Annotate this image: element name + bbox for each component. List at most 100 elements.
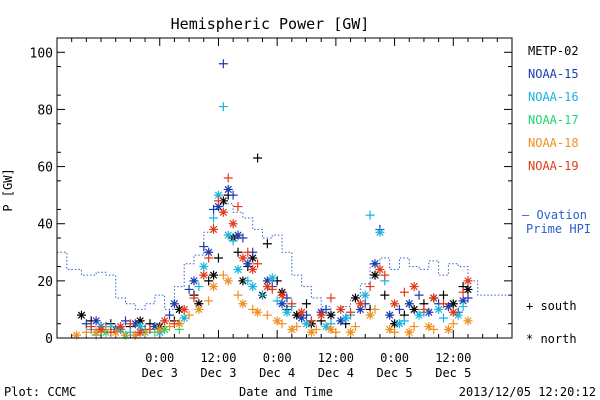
x-tick-date-label: Dec 4: [259, 366, 295, 380]
plot-frame: [56, 37, 513, 339]
north-marker: [194, 304, 204, 314]
south-marker: [458, 302, 468, 312]
south-marker: [292, 322, 302, 332]
south-marker: [238, 233, 248, 243]
north-marker: [116, 322, 126, 332]
south-marker: [199, 242, 209, 252]
north-marker: [404, 299, 414, 309]
north-marker: [262, 282, 272, 292]
north-marker: [199, 270, 209, 280]
south-marker-legend: + south: [526, 299, 577, 313]
north-marker: [209, 224, 219, 234]
north-marker: [463, 284, 473, 294]
south-marker: [213, 196, 223, 206]
south-marker: [429, 324, 439, 334]
south-marker: [106, 327, 116, 337]
south-marker: [120, 316, 130, 326]
north-marker: [297, 307, 307, 317]
south-marker: [302, 310, 312, 320]
north-marker: [370, 259, 380, 269]
north-marker: [409, 282, 419, 292]
north-marker-legend: * north: [526, 332, 577, 346]
south-marker: [248, 304, 258, 314]
north-marker: [297, 313, 307, 323]
south-marker: [311, 324, 321, 334]
north-marker: [213, 202, 223, 212]
south-marker: [390, 327, 400, 337]
south-marker: [439, 313, 449, 323]
south-marker: [125, 327, 135, 337]
north-marker: [204, 247, 214, 257]
legend-entry: NOAA-19: [528, 159, 579, 173]
south-marker: [380, 270, 390, 280]
north-marker: [96, 324, 106, 334]
north-marker: [218, 196, 228, 206]
north-marker: [443, 302, 453, 312]
south-marker: [189, 293, 199, 303]
north-marker: [233, 264, 243, 274]
chart-title: Hemispheric Power [GW]: [171, 15, 370, 33]
north-marker: [453, 310, 463, 320]
y-tick-label: 80: [37, 103, 53, 118]
north-marker: [316, 310, 326, 320]
north-marker: [292, 310, 302, 320]
north-marker: [189, 276, 199, 286]
south-marker: [257, 290, 267, 300]
y-axis-label: P [GW]: [1, 168, 15, 211]
south-marker: [306, 316, 316, 326]
south-marker: [204, 253, 214, 263]
north-marker: [91, 327, 101, 337]
y-tick-label: 20: [37, 275, 53, 290]
x-tick-time-label: 12:00: [435, 351, 471, 365]
north-marker: [238, 253, 248, 263]
y-tick-label: 60: [37, 161, 53, 176]
north-marker: [160, 324, 170, 334]
north-marker: [429, 293, 439, 303]
south-marker: [365, 210, 375, 220]
north-marker: [385, 310, 395, 320]
north-marker: [72, 330, 82, 340]
x-tick-time-label: 0:00: [263, 351, 292, 365]
south-marker: [218, 59, 228, 69]
y-tick-label: 100: [30, 46, 53, 61]
timestamp: 2013/12/05 12:20:12: [459, 385, 596, 399]
north-marker: [174, 319, 184, 329]
north-marker: [321, 322, 331, 332]
south-marker: [267, 284, 277, 294]
south-marker: [262, 239, 272, 249]
x-tick-date-label: Dec 3: [142, 366, 178, 380]
south-marker: [233, 247, 243, 257]
north-marker: [228, 219, 238, 229]
south-marker: [326, 293, 336, 303]
south-marker: [228, 236, 238, 246]
south-marker: [209, 213, 219, 223]
south-marker: [145, 324, 155, 334]
north-marker: [248, 282, 258, 292]
north-marker: [375, 227, 385, 237]
north-marker: [213, 190, 223, 200]
north-marker: [135, 327, 145, 337]
north-marker: [365, 310, 375, 320]
north-marker: [434, 304, 444, 314]
south-marker: [204, 296, 214, 306]
north-marker: [272, 316, 282, 326]
south-marker: [346, 307, 356, 317]
north-marker: [174, 304, 184, 314]
north-marker: [218, 207, 228, 217]
north-marker: [390, 319, 400, 329]
north-marker: [253, 307, 263, 317]
south-marker: [81, 327, 91, 337]
x-tick-time-label: 0:00: [145, 351, 174, 365]
ovation-legend: — Ovation Prime HPI: [522, 208, 591, 236]
marker-legend: + south * north: [526, 299, 577, 346]
north-marker: [262, 276, 272, 286]
x-tick-date-label: Dec 5: [435, 366, 471, 380]
south-marker: [125, 319, 135, 329]
north-marker: [370, 270, 380, 280]
north-marker: [76, 310, 86, 320]
north-marker: [233, 230, 243, 240]
y-tick-label: 40: [37, 218, 53, 233]
south-marker: [448, 319, 458, 329]
